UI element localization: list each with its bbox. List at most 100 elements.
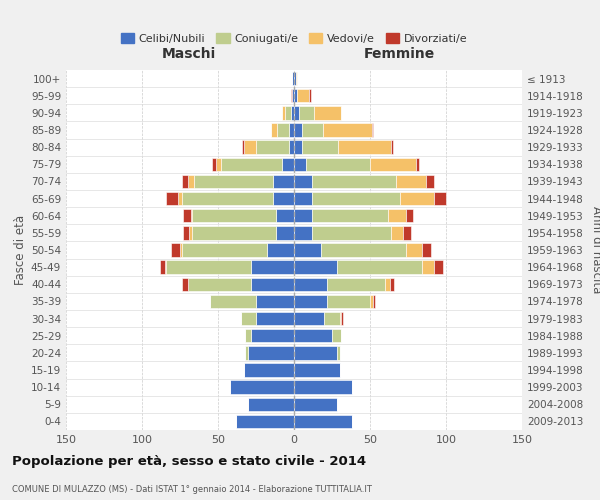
Bar	[211, 294, 256, 308]
Bar	[248, 398, 294, 411]
Bar	[285, 106, 291, 120]
Bar	[294, 72, 296, 86]
Bar	[312, 209, 388, 222]
Bar	[434, 260, 443, 274]
Bar	[289, 140, 294, 154]
Bar	[171, 244, 180, 256]
Bar	[323, 124, 371, 136]
Bar	[312, 174, 396, 188]
Text: Femmine: Femmine	[363, 47, 434, 61]
Bar	[294, 380, 352, 394]
Bar	[241, 312, 256, 326]
Bar	[325, 312, 340, 326]
Bar	[282, 106, 285, 120]
Bar	[276, 209, 294, 222]
Bar	[406, 209, 413, 222]
Bar	[337, 346, 340, 360]
Bar	[390, 278, 394, 291]
Bar	[403, 226, 411, 239]
Bar	[251, 278, 294, 291]
Bar	[391, 226, 403, 239]
Bar	[182, 278, 188, 291]
Bar	[273, 174, 294, 188]
Bar	[338, 140, 391, 154]
Bar	[302, 140, 338, 154]
Bar	[434, 192, 446, 205]
Text: COMUNE DI MULAZZO (MS) - Dati ISTAT 1° gennaio 2014 - Elaborazione TUTTITALIA.IT: COMUNE DI MULAZZO (MS) - Dati ISTAT 1° g…	[12, 485, 372, 494]
Bar	[178, 192, 182, 205]
Bar	[230, 380, 294, 394]
Bar	[332, 329, 341, 342]
Bar	[182, 192, 273, 205]
Bar	[245, 329, 251, 342]
Bar	[248, 346, 294, 360]
Bar	[294, 294, 328, 308]
Bar	[271, 124, 277, 136]
Bar	[322, 244, 406, 256]
Bar	[328, 294, 370, 308]
Bar	[297, 89, 309, 102]
Bar	[294, 260, 337, 274]
Bar	[294, 398, 337, 411]
Bar	[165, 260, 166, 274]
Bar	[299, 106, 314, 120]
Bar	[189, 226, 192, 239]
Bar	[194, 174, 273, 188]
Bar	[294, 192, 312, 205]
Bar	[166, 192, 178, 205]
Y-axis label: Anni di nascita: Anni di nascita	[590, 206, 600, 294]
Bar	[251, 260, 294, 274]
Bar	[294, 329, 332, 342]
Bar	[294, 278, 328, 291]
Bar	[244, 364, 294, 376]
Bar	[277, 124, 289, 136]
Bar	[294, 364, 340, 376]
Bar	[302, 124, 323, 136]
Bar	[188, 174, 194, 188]
Bar	[294, 106, 299, 120]
Bar	[212, 158, 217, 171]
Bar	[294, 124, 302, 136]
Bar	[292, 89, 294, 102]
Bar	[340, 312, 341, 326]
Bar	[294, 158, 306, 171]
Bar	[294, 226, 312, 239]
Bar	[371, 124, 373, 136]
Bar	[242, 140, 244, 154]
Bar	[180, 244, 182, 256]
Bar	[292, 72, 294, 86]
Bar	[306, 158, 370, 171]
Bar	[182, 244, 266, 256]
Bar	[422, 260, 434, 274]
Bar	[245, 346, 248, 360]
Bar	[388, 209, 406, 222]
Bar	[256, 140, 289, 154]
Bar	[256, 312, 294, 326]
Bar	[182, 174, 188, 188]
Bar	[341, 312, 343, 326]
Bar	[370, 158, 416, 171]
Bar	[294, 140, 302, 154]
Bar	[183, 226, 189, 239]
Bar	[276, 226, 294, 239]
Bar	[244, 140, 256, 154]
Bar	[273, 192, 294, 205]
Bar	[191, 209, 192, 222]
Bar	[312, 192, 400, 205]
Bar	[370, 294, 373, 308]
Bar	[312, 226, 391, 239]
Bar	[400, 192, 434, 205]
Y-axis label: Fasce di età: Fasce di età	[14, 215, 27, 285]
Bar	[396, 174, 426, 188]
Bar	[337, 260, 422, 274]
Bar	[282, 158, 294, 171]
Text: Popolazione per età, sesso e stato civile - 2014: Popolazione per età, sesso e stato civil…	[12, 454, 366, 468]
Bar	[291, 89, 292, 102]
Bar	[294, 244, 322, 256]
Bar	[289, 124, 294, 136]
Bar	[217, 158, 221, 171]
Bar	[294, 414, 352, 428]
Bar	[309, 89, 311, 102]
Bar	[251, 329, 294, 342]
Bar	[296, 72, 297, 86]
